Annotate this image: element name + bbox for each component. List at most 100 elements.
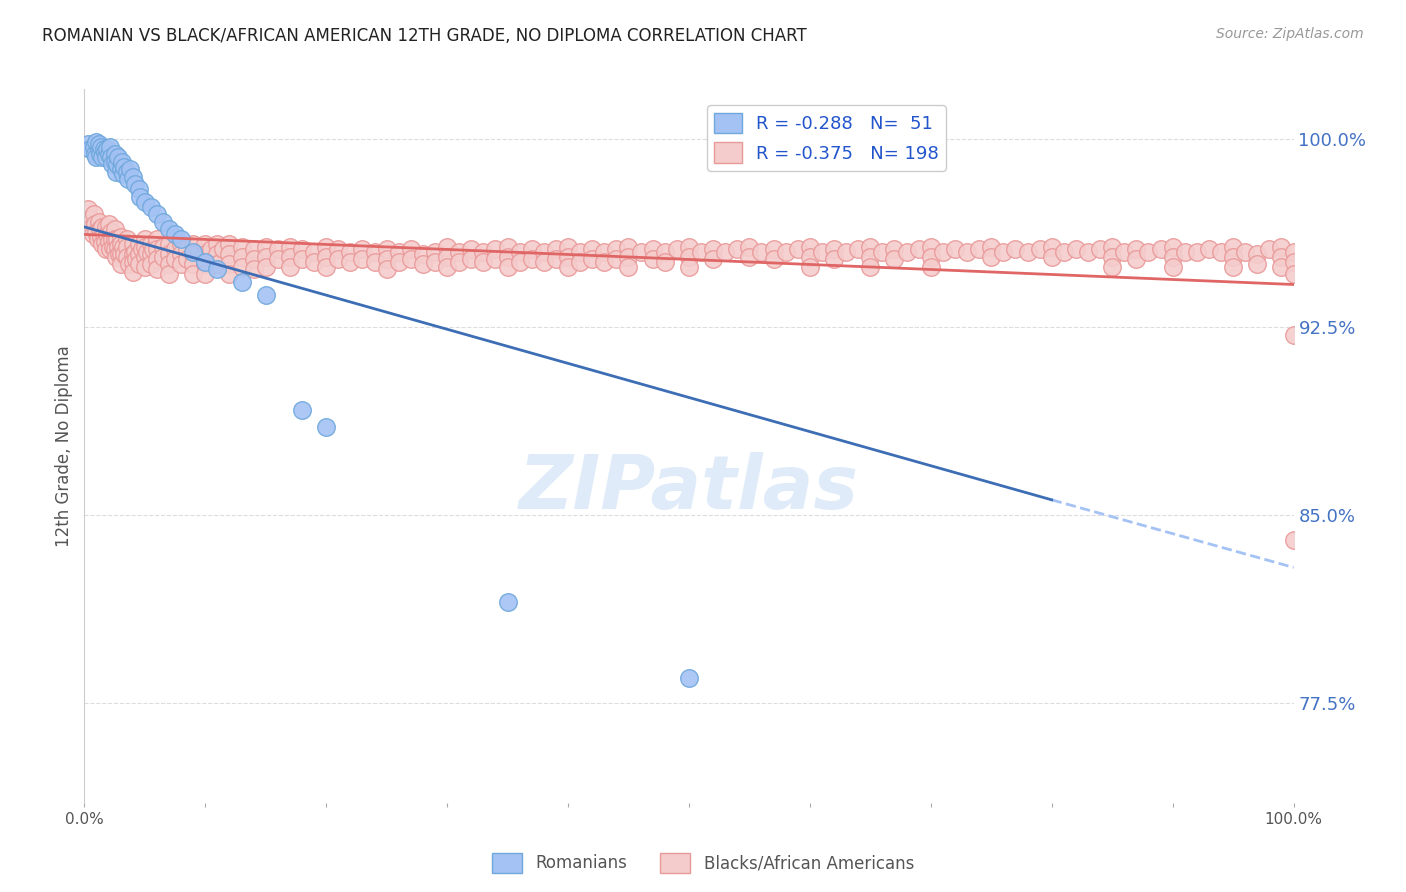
Point [412,247,434,261]
Point [593,244,616,259]
Point [956,244,979,259]
Point [89,147,111,161]
Point [134,260,156,274]
Point [484,243,506,257]
Point [1064,243,1087,257]
Point [128,257,150,271]
Point [436,250,458,264]
Point [1282,327,1305,342]
Point [117,172,139,186]
Point [231,260,253,274]
Point [86,135,108,149]
Point [121,255,143,269]
Point [315,420,337,434]
Point [1161,250,1184,264]
Point [460,252,482,267]
Point [79,212,101,227]
Point [678,260,700,274]
Point [163,252,186,267]
Point [363,244,385,259]
Point [101,157,124,171]
Point [762,252,785,267]
Point [131,243,153,257]
Point [363,255,385,269]
Point [605,252,627,267]
Point [1246,257,1268,271]
Point [533,255,555,269]
Point [104,147,127,161]
Point [859,250,882,264]
Point [212,243,235,257]
Point [86,225,108,239]
Point [107,240,129,254]
Point [207,247,229,261]
Point [799,240,821,254]
Point [1198,243,1220,257]
Point [157,237,180,252]
Point [89,222,111,236]
Legend: Romanians, Blacks/African Americans: Romanians, Blacks/African Americans [485,847,921,880]
Point [104,243,127,257]
Point [128,182,150,196]
Point [94,219,117,234]
Point [134,250,156,264]
Point [218,237,240,252]
Point [91,237,114,252]
Point [1282,255,1305,269]
Point [163,227,186,242]
Point [1088,243,1111,257]
Point [823,252,845,267]
Point [702,252,724,267]
Point [170,232,193,246]
Point [278,240,301,254]
Point [967,243,990,257]
Point [87,137,110,152]
Point [617,240,640,254]
Point [399,243,422,257]
Point [484,252,506,267]
Legend: R = -0.288   N=  51, R = -0.375   N= 198: R = -0.288 N= 51, R = -0.375 N= 198 [707,105,946,170]
Point [231,240,253,254]
Point [1222,240,1244,254]
Point [94,150,117,164]
Point [496,260,519,274]
Point [544,243,567,257]
Point [152,240,174,254]
Point [291,252,314,267]
Point [859,240,882,254]
Point [678,250,700,264]
Point [128,247,150,261]
Point [98,140,121,154]
Point [77,137,100,152]
Point [581,252,603,267]
Point [1282,244,1305,259]
Point [128,237,150,252]
Point [315,250,337,264]
Point [896,244,918,259]
Point [617,260,640,274]
Point [1053,244,1076,259]
Point [218,268,240,282]
Point [980,240,1002,254]
Point [472,255,495,269]
Point [146,232,169,246]
Text: ZIPatlas: ZIPatlas [519,452,859,525]
Point [1185,244,1208,259]
Point [98,243,121,257]
Point [152,250,174,264]
Point [799,250,821,264]
Point [94,235,117,249]
Point [762,243,785,257]
Point [157,247,180,261]
Point [328,252,350,267]
Point [375,252,398,267]
Point [388,244,411,259]
Point [105,157,128,171]
Point [152,215,174,229]
Point [775,244,797,259]
Point [110,230,132,244]
Point [110,162,132,177]
Point [181,268,204,282]
Point [104,165,127,179]
Point [278,260,301,274]
